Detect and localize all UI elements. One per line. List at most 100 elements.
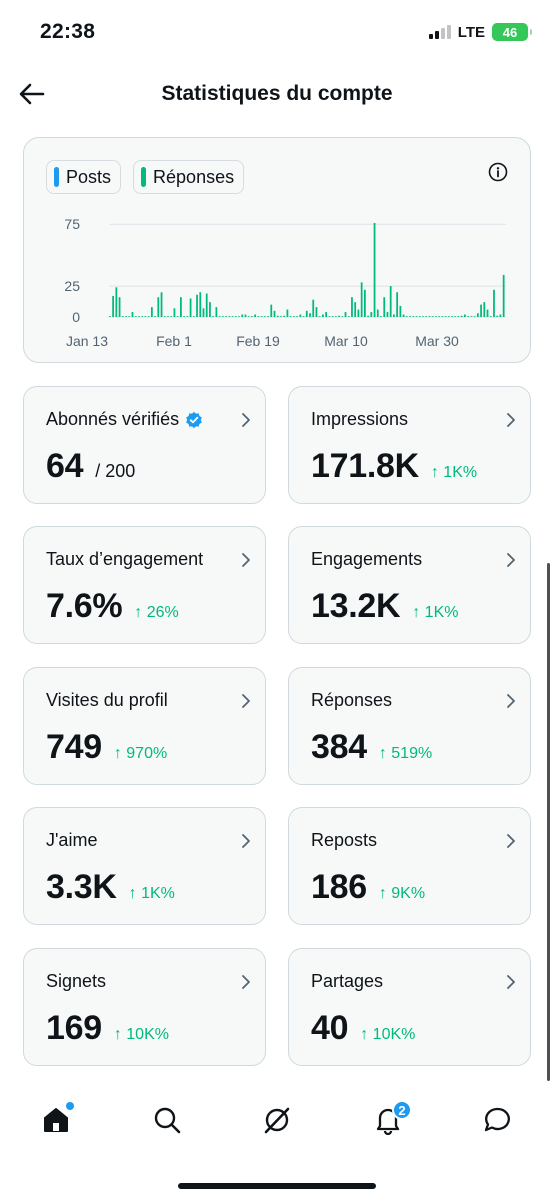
stat-label: J'aime xyxy=(46,830,97,851)
bar-réponses xyxy=(202,308,205,317)
bar-réponses xyxy=(292,316,295,317)
bar-réponses xyxy=(473,316,476,317)
network-label: LTE xyxy=(457,23,485,41)
legend-posts-swatch xyxy=(54,167,59,187)
bar-réponses xyxy=(354,302,357,317)
stat-card-bookmarks[interactable]: Signets 169 ↑ 10K% xyxy=(23,948,266,1066)
nav-home[interactable] xyxy=(36,1100,76,1140)
bar-réponses xyxy=(309,313,311,317)
bar-réponses xyxy=(351,297,353,317)
stat-value-row: 7.6% ↑ 26% xyxy=(46,587,179,626)
bar-réponses xyxy=(150,307,153,317)
stat-card-replies[interactable]: Réponses 384 ↑ 519% xyxy=(288,667,531,785)
stat-label-text: Engagements xyxy=(311,549,423,569)
bar-réponses xyxy=(228,316,231,317)
stat-card-impressions[interactable]: Impressions 171.8K ↑ 1K% xyxy=(288,386,531,504)
bar-réponses xyxy=(205,293,208,317)
stat-value: 749 xyxy=(46,728,102,766)
x-tick-label: Feb 1 xyxy=(156,333,192,349)
bar-réponses xyxy=(263,316,266,317)
stat-card-engagement-rate[interactable]: Taux d’engagement 7.6% ↑ 26% xyxy=(23,526,266,644)
bar-réponses xyxy=(170,316,173,317)
bar-réponses xyxy=(270,304,273,318)
chevron-right-icon xyxy=(507,834,515,848)
bar-réponses xyxy=(189,298,192,317)
stat-value: 64 xyxy=(46,447,84,485)
bar-réponses xyxy=(183,316,186,317)
bar-réponses xyxy=(493,289,495,318)
stat-card-shares[interactable]: Partages 40 ↑ 10K% xyxy=(288,948,531,1066)
battery-level: 46 xyxy=(502,24,518,40)
legend-replies-label: Réponses xyxy=(153,166,235,187)
legend-posts[interactable]: Posts xyxy=(46,160,122,194)
home-indicator xyxy=(178,1183,376,1189)
bar-réponses xyxy=(322,314,324,318)
stat-card-likes[interactable]: J'aime 3.3K ↑ 1K% xyxy=(23,807,266,925)
info-icon[interactable] xyxy=(486,160,510,184)
bar-réponses xyxy=(325,312,328,317)
bar-réponses xyxy=(386,312,389,317)
bar-réponses xyxy=(163,316,166,317)
bar-réponses xyxy=(434,316,437,317)
bar-réponses xyxy=(144,316,147,317)
bar-réponses xyxy=(260,316,263,317)
nav-grok[interactable] xyxy=(257,1100,297,1140)
bar-réponses xyxy=(244,314,247,318)
stat-value-row: 749 ↑ 970% xyxy=(46,728,167,767)
bar-réponses xyxy=(273,310,276,317)
stat-change: ↑ 10K% xyxy=(360,1026,416,1043)
chevron-right-icon xyxy=(242,694,250,708)
bar-réponses xyxy=(383,297,386,317)
bar-réponses xyxy=(225,316,227,317)
legend-replies[interactable]: Réponses xyxy=(133,160,245,194)
stat-label: Partages xyxy=(311,971,383,992)
chat-bubble-icon xyxy=(484,1107,510,1132)
x-tick-label: Mar 10 xyxy=(324,333,368,349)
stat-label-text: Impressions xyxy=(311,409,409,429)
stat-label-text: Taux d’engagement xyxy=(46,549,204,569)
stat-card-verified-followers[interactable]: Abonnés vérifiés 64 / 200 xyxy=(23,386,266,504)
chevron-right-icon xyxy=(507,413,515,427)
stat-change: ↑ 1K% xyxy=(430,464,478,481)
nav-messages[interactable] xyxy=(478,1100,518,1140)
bar-réponses xyxy=(157,297,160,317)
home-icon xyxy=(44,1108,68,1132)
y-tick-label: 75 xyxy=(64,216,80,232)
bar-réponses xyxy=(396,292,399,317)
stat-label-text: Réponses xyxy=(311,690,393,710)
status-indicators: LTE 46 xyxy=(428,23,532,41)
bar-réponses xyxy=(370,312,373,317)
nav-search[interactable] xyxy=(147,1100,187,1140)
chart-legend: Posts Réponses xyxy=(46,160,245,194)
nav-notifications[interactable]: 2 xyxy=(368,1100,412,1140)
bar-réponses xyxy=(418,316,421,317)
stat-card-engagements[interactable]: Engagements 13.2K ↑ 1K% xyxy=(288,526,531,644)
bar-réponses xyxy=(218,316,221,317)
bar-réponses xyxy=(138,316,140,317)
bar-réponses xyxy=(286,309,289,317)
bar-réponses xyxy=(338,315,340,317)
bar-réponses xyxy=(438,316,440,317)
bar-réponses xyxy=(460,315,463,317)
bar-réponses xyxy=(231,316,234,317)
bar-réponses xyxy=(486,309,489,317)
stat-change: ↑ 1K% xyxy=(412,604,459,621)
bar-réponses xyxy=(380,316,382,317)
status-bar: 22:38 LTE 46 xyxy=(0,0,554,66)
bar-réponses xyxy=(302,316,305,317)
bar-réponses xyxy=(399,305,402,317)
stat-label: Signets xyxy=(46,971,106,992)
bar-réponses xyxy=(483,302,486,317)
bar-réponses xyxy=(131,312,134,317)
bar-réponses xyxy=(296,316,298,317)
bar-réponses xyxy=(454,316,457,317)
stat-card-profile-visits[interactable]: Visites du profil 749 ↑ 970% xyxy=(23,667,266,785)
bar-réponses xyxy=(470,316,473,317)
stat-card-reposts[interactable]: Reposts 186 ↑ 9K% xyxy=(288,807,531,925)
bar-réponses xyxy=(412,316,415,317)
bar-réponses xyxy=(376,309,379,317)
scrollbar[interactable] xyxy=(547,563,550,1081)
back-button[interactable] xyxy=(16,78,48,110)
bar-réponses xyxy=(476,313,479,317)
header: Statistiques du compte xyxy=(0,66,554,124)
